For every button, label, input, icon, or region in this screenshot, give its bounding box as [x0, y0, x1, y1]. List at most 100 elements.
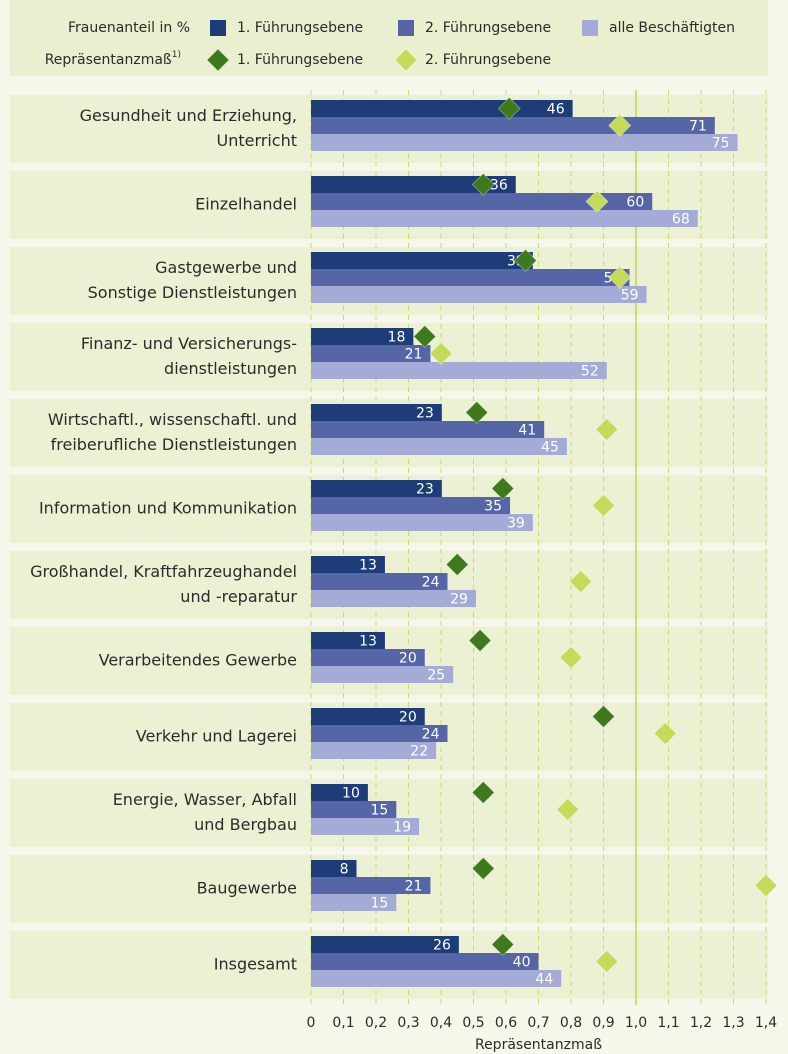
category-label: Finanz- und Versicherungs- [81, 334, 297, 353]
x-tick-label: 1,4 [755, 1015, 777, 1031]
bar [311, 649, 425, 666]
legend-group-label: Repräsentanzmaß1) [45, 50, 181, 69]
bar [311, 936, 459, 953]
category-label: freiberufliche Dienstleistungen [51, 435, 297, 454]
bar-value-label: 59 [621, 288, 639, 304]
diamond-marker [595, 950, 619, 973]
category-label: Sonstige Dienstleistungen [88, 283, 297, 302]
bar-value-label: 21 [405, 347, 423, 363]
bar-value-label: 10 [342, 786, 360, 802]
legend-swatch [210, 20, 226, 36]
bar-value-label: 21 [405, 879, 423, 895]
legend-swatch [582, 20, 598, 36]
bar-value-label: 68 [672, 212, 690, 228]
bar [311, 877, 431, 894]
diamond-marker [653, 722, 677, 745]
bar [311, 784, 368, 801]
diamond-marker [514, 249, 537, 272]
bar-value-label: 25 [427, 668, 445, 684]
category-label: Verkehr und Lagerei [136, 727, 297, 746]
diamond-marker [497, 97, 521, 120]
diamond-marker [559, 646, 583, 669]
diamond-marker [471, 173, 495, 196]
diamond-marker [569, 570, 593, 593]
bar-value-label: 44 [535, 972, 553, 988]
bar [311, 818, 420, 835]
diamond-marker [465, 401, 489, 424]
category-label: Unterricht [217, 131, 298, 150]
category-label: Energie, Wasser, Abfall [113, 790, 297, 809]
bar [311, 100, 573, 117]
bar-value-label: 20 [399, 651, 417, 667]
bar [311, 970, 562, 987]
legend-label: 2. Führungsebene [425, 20, 551, 36]
bar-value-label: 26 [433, 938, 451, 954]
bar-value-label: 40 [513, 955, 531, 971]
x-tick-label: 1,1 [657, 1015, 679, 1031]
diamond-marker [429, 342, 453, 365]
bar-value-label: 41 [518, 423, 536, 439]
diamond-marker [754, 874, 778, 897]
bar-value-label: 13 [359, 634, 377, 650]
bar [311, 117, 715, 134]
diamond-marker [471, 857, 495, 880]
category-label: Verarbeitendes Gewerbe [99, 651, 297, 670]
bar [311, 632, 385, 649]
diamond-marker [445, 553, 469, 576]
category-label: Baugewerbe [197, 879, 297, 898]
bar [311, 421, 545, 438]
diamond-marker [592, 494, 615, 517]
category-label: Gastgewerbe und [155, 258, 297, 277]
x-axis-label: Repräsentanzmaß [475, 1037, 602, 1053]
diamond-marker [491, 477, 515, 500]
legend-footnote: 1) [172, 50, 181, 60]
bar [311, 252, 533, 269]
x-tick-label: 0,1 [332, 1015, 354, 1031]
legend-label: 1. Führungsebene [237, 52, 363, 68]
bar-value-label: 60 [626, 195, 644, 211]
bar [311, 480, 442, 497]
bar-value-label: 39 [507, 516, 525, 532]
bar-value-label: 23 [416, 406, 434, 422]
bar [311, 860, 357, 877]
bar [311, 590, 476, 607]
x-tick-label: 0,2 [365, 1015, 387, 1031]
bar [311, 286, 647, 303]
bar [311, 725, 448, 742]
diamond-marker [491, 933, 515, 956]
bar [311, 438, 567, 455]
bar [311, 269, 630, 286]
legend-label: alle Beschäftigten [609, 20, 735, 36]
diamond-marker [556, 798, 580, 821]
bar-value-label: 15 [370, 803, 388, 819]
diamond-marker [413, 325, 437, 348]
diamond-marker [608, 266, 632, 289]
x-tick-label: 0,5 [462, 1015, 484, 1031]
bar-value-label: 36 [490, 178, 508, 194]
legend-group-label: Frauenanteil in % [68, 20, 190, 36]
legend-diamond [206, 48, 230, 72]
bar [311, 666, 454, 683]
bar-value-label: 75 [712, 136, 730, 152]
bar [311, 573, 448, 590]
bar-value-label: 46 [547, 102, 565, 118]
bar [311, 404, 442, 421]
bar-value-label: 22 [410, 744, 428, 760]
legend-swatch [398, 20, 414, 36]
x-tick-label: 0,6 [495, 1015, 517, 1031]
diamond-marker [592, 705, 615, 728]
bar [311, 134, 738, 151]
bar-value-label: 29 [450, 592, 468, 608]
category-label: Einzelhandel [195, 195, 297, 214]
legend-group-label-text: Repräsentanzmaß [45, 52, 172, 68]
x-tick-label: 0 [307, 1015, 316, 1031]
bar [311, 556, 385, 573]
bar [311, 345, 431, 362]
x-tick-label: 0,4 [430, 1015, 452, 1031]
category-label: und Bergbau [194, 815, 297, 834]
bar-value-label: 19 [393, 820, 411, 836]
category-label: Gesundheit und Erziehung, [80, 106, 297, 125]
bar [311, 953, 539, 970]
diamond-marker [595, 418, 619, 441]
category-label: Großhandel, Kraftfahrzeughandel [30, 562, 297, 581]
